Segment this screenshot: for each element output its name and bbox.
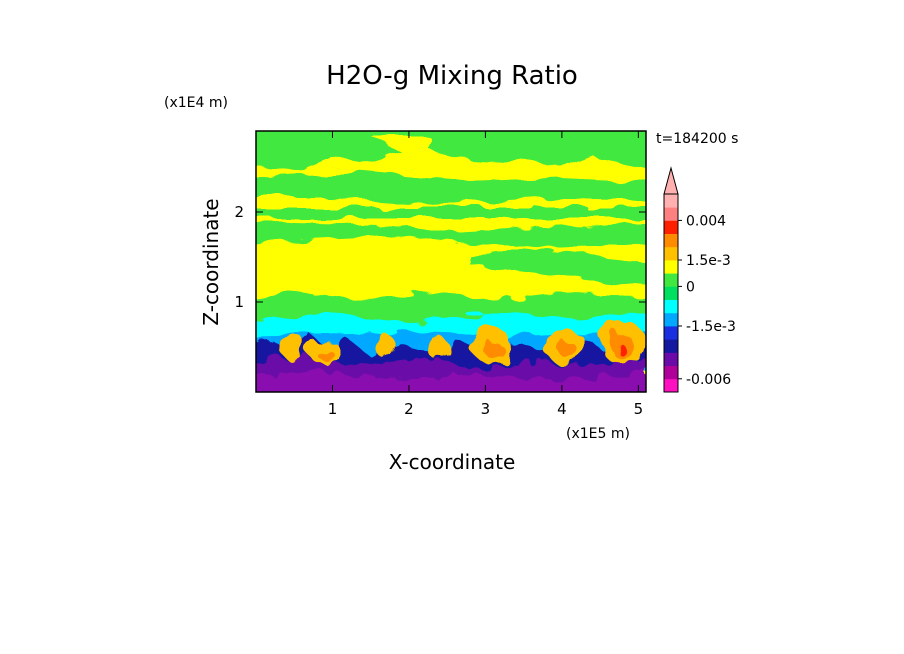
colorbar-tick-label: 0 [686, 279, 695, 295]
colorbar-swatch [664, 220, 678, 234]
colorbar-swatch [664, 207, 678, 221]
colorbar-swatch [664, 299, 678, 314]
colorbar-swatch [664, 233, 678, 248]
colorbar-swatch [664, 312, 678, 327]
x-tick-label: 4 [557, 400, 567, 418]
colorbar-swatch [664, 273, 678, 287]
colorbar-tick-label: -1.5e-3 [686, 319, 736, 335]
colorbar-swatch [664, 326, 678, 340]
colorbar-swatch [664, 246, 678, 261]
chart-title: H2O-g Mixing Ratio [326, 61, 578, 91]
x-tick-label: 1 [328, 400, 338, 418]
colorbar-extend-arrow [663, 166, 679, 195]
y-axis-ticks: 12 [234, 203, 646, 311]
colorbar-frame [663, 193, 679, 393]
colorbar-swatch [664, 339, 678, 353]
x-axis-ticks: 1 2 3 4 5 [328, 131, 643, 418]
y-axis-label: Z-coordinate [199, 198, 223, 325]
colorbar-swatch [664, 352, 678, 366]
y-unit-label: (x1E4 m) [164, 95, 228, 111]
x-tick-label: 5 [634, 400, 644, 418]
x-unit-label: (x1E5 m) [566, 426, 630, 442]
x-axis-label: X-coordinate [389, 450, 516, 474]
colorbar-labels: 0.004 1.5e-3 0 -1.5e-3 -0.006 [678, 213, 736, 388]
plot-frame [255, 130, 647, 393]
colorbar-tick-label: 0.004 [686, 213, 726, 229]
colorbar-swatch [664, 378, 678, 393]
time-label: t=184200 s [656, 131, 738, 147]
colorbar-swatch [664, 194, 678, 208]
colorbar [663, 166, 679, 393]
x-tick-label: 3 [481, 400, 491, 418]
x-tick-label: 2 [404, 400, 414, 418]
colorbar-tick-label: -0.006 [686, 372, 731, 388]
colorbar-tick-label: 1.5e-3 [686, 253, 731, 269]
colorbar-swatch [664, 260, 678, 274]
contour-field [256, 131, 646, 392]
y-tick-label: 1 [234, 293, 244, 311]
colorbar-swatch [664, 365, 678, 380]
colorbar-swatch [664, 286, 678, 300]
y-tick-label: 2 [234, 203, 244, 221]
